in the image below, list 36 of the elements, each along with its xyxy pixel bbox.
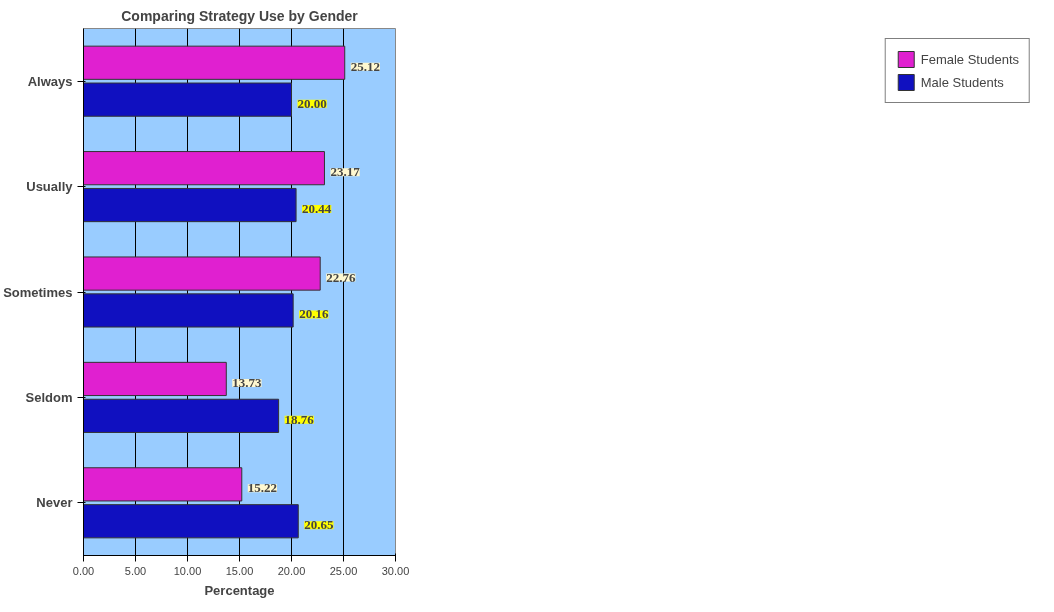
- data-label: 15.22: [247, 480, 278, 496]
- bar: [83, 45, 346, 80]
- y-tick-label: Never: [36, 495, 73, 511]
- x-tick-label: 15.00: [225, 564, 254, 577]
- data-label: 20.16: [299, 306, 329, 322]
- y-tick-label: Always: [27, 73, 73, 89]
- data-label: 20.00: [297, 95, 327, 111]
- x-tick-label: 5.00: [124, 564, 147, 577]
- bar: [83, 398, 280, 433]
- x-tick-label: 20.00: [277, 564, 306, 577]
- x-tick-label: 30.00: [381, 564, 410, 577]
- y-tick-label: Usually: [26, 179, 74, 195]
- data-label: 23.17: [330, 164, 361, 180]
- x-tick-label: 25.00: [329, 564, 358, 577]
- data-label: 20.65: [304, 517, 335, 533]
- x-axis-title: Percentage: [204, 582, 275, 598]
- y-tick-label: Sometimes: [3, 284, 73, 300]
- bar: [83, 187, 297, 223]
- bar: [83, 504, 299, 539]
- data-label: 25.12: [350, 58, 380, 74]
- legend-label: Female Students: [920, 51, 1019, 67]
- bar: [83, 256, 321, 291]
- y-tick-label: Seldom: [25, 389, 73, 405]
- x-tick-label: 0.00: [72, 564, 95, 577]
- bar: [83, 361, 227, 397]
- data-label: 18.76: [284, 411, 315, 427]
- data-label: 22.76: [326, 269, 356, 285]
- bar: [83, 82, 292, 117]
- data-label: 13.73: [232, 374, 263, 390]
- data-label: 20.44: [302, 201, 332, 217]
- bar: [83, 293, 294, 328]
- x-tick-label: 10.00: [173, 564, 202, 577]
- legend-label: Male Students: [920, 74, 1004, 90]
- bar: [83, 467, 243, 502]
- bar: [83, 151, 325, 186]
- chart-title: Comparing Strategy Use by Gender: [121, 7, 359, 24]
